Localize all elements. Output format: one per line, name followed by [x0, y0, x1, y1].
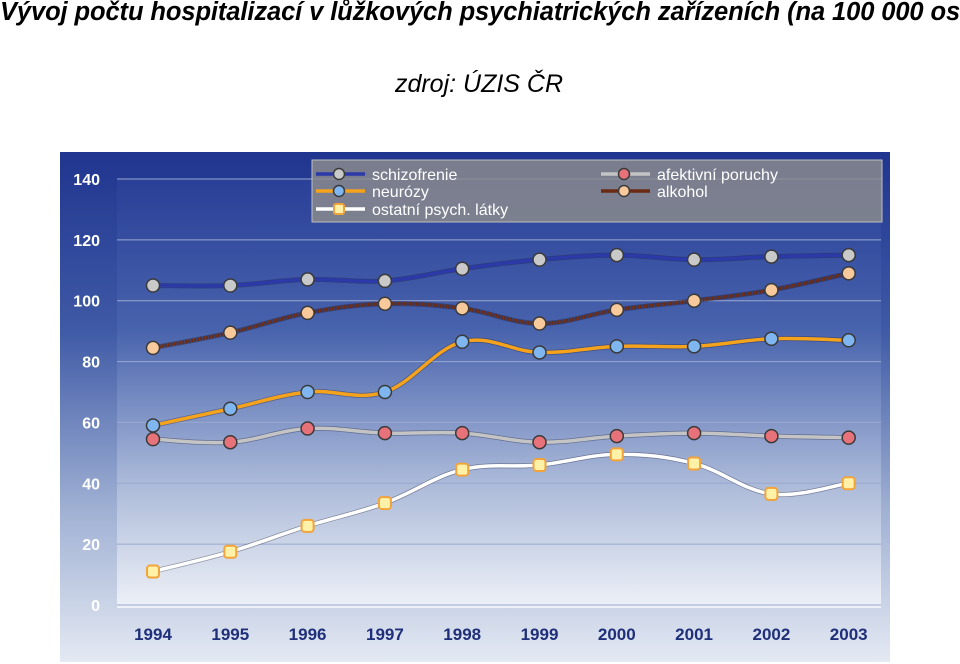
data-point: [609, 339, 625, 354]
legend-label: afektivní poruchy: [657, 167, 778, 184]
legend-label: neurózy: [372, 184, 429, 201]
data-point: [223, 325, 238, 340]
data-point: [764, 249, 779, 264]
data-point: [300, 384, 315, 400]
x-axis-labels: 1994 1995 1996 1997 1998 1999 2000 2001 2002 2003: [134, 625, 868, 644]
x-tick-label: 2002: [752, 625, 790, 644]
y-tick-label: 20: [82, 537, 100, 554]
data-point: [146, 564, 160, 579]
data-point: [300, 272, 315, 287]
data-point: [223, 544, 238, 559]
data-point: [609, 302, 625, 318]
data-point: [223, 278, 238, 293]
y-tick-label: 60: [82, 415, 100, 432]
legend-box: [311, 159, 883, 223]
data-point: [454, 261, 470, 277]
y-tick-label: 40: [82, 476, 100, 493]
source-text: zdroj: ÚZIS ČR: [394, 70, 564, 98]
data-point: [300, 305, 315, 321]
x-tick-label: 1994: [134, 625, 172, 644]
y-tick-label: 0: [91, 598, 100, 615]
data-point: [223, 401, 238, 416]
data-point: [841, 430, 856, 445]
legend-marker: [332, 167, 346, 181]
legend-marker: [332, 184, 346, 198]
y-axis-labels: 0 20 40 60 80 100 120 140: [73, 172, 100, 615]
page-title: Vývoj počtu hospitalizací v lůžkových ps…: [0, 0, 960, 26]
series-line: [152, 426, 849, 445]
data-point: [145, 278, 161, 293]
y-tick-label: 80: [82, 355, 100, 372]
series-line: [152, 271, 850, 350]
data-point: [377, 296, 393, 312]
y-tick-label: 100: [73, 294, 100, 311]
data-point: [300, 421, 315, 436]
data-point: [377, 425, 393, 441]
data-point: [609, 247, 625, 263]
series-markers: [145, 247, 856, 579]
data-point: [764, 282, 779, 298]
data-point: [609, 428, 625, 444]
data-point: [532, 345, 547, 360]
x-tick-label: 1996: [289, 625, 327, 644]
legend: schizofrenie afektivní poruchy neurózy alko…: [311, 159, 883, 223]
data-point: [532, 316, 547, 331]
x-tick-label: 1999: [521, 625, 559, 644]
data-point: [532, 458, 547, 473]
data-point: [145, 340, 161, 356]
data-point: [377, 496, 392, 511]
x-tick-label: 2001: [675, 625, 713, 644]
data-point: [841, 476, 856, 491]
plot-area: [117, 179, 881, 608]
legend-label: alkohol: [657, 184, 708, 201]
data-point: [686, 339, 702, 354]
data-point: [455, 462, 470, 477]
data-point: [764, 486, 779, 501]
data-point: [377, 384, 393, 400]
series-line: [152, 336, 849, 428]
data-point: [686, 252, 702, 267]
data-point: [532, 434, 547, 450]
source-label: zdroj: ÚZIS ČR: [0, 70, 960, 99]
data-point: [764, 428, 779, 444]
data-point: [841, 266, 856, 281]
data-point: [687, 456, 702, 471]
x-tick-label: 1997: [366, 625, 404, 644]
legend-marker: [617, 167, 631, 181]
data-point: [686, 293, 702, 308]
data-point: [377, 273, 393, 289]
legend-marker: [333, 203, 345, 215]
data-point: [454, 301, 470, 316]
legend-label: schizofrenie: [372, 167, 457, 184]
y-tick-label: 140: [73, 172, 100, 189]
data-point: [686, 425, 702, 441]
data-point: [145, 418, 161, 433]
series-lines: [152, 252, 850, 574]
legend-marker: [617, 184, 631, 198]
data-point: [764, 331, 779, 346]
series-line: [152, 253, 849, 288]
data-point: [300, 518, 315, 533]
y-tick-label: 120: [73, 233, 100, 250]
data-point: [454, 334, 470, 350]
data-point: [145, 431, 161, 447]
data-point: [609, 447, 624, 462]
x-tick-label: 1998: [443, 625, 481, 644]
x-tick-label: 2000: [598, 625, 636, 644]
data-point: [841, 247, 856, 263]
data-point: [532, 252, 547, 267]
data-point: [454, 425, 470, 441]
x-tick-label: 2003: [830, 625, 868, 644]
legend-label: ostatní psych. látky: [372, 202, 508, 219]
x-tick-label: 1995: [211, 625, 249, 644]
series-line: [152, 452, 849, 574]
data-point: [223, 434, 238, 450]
data-point: [841, 333, 856, 348]
